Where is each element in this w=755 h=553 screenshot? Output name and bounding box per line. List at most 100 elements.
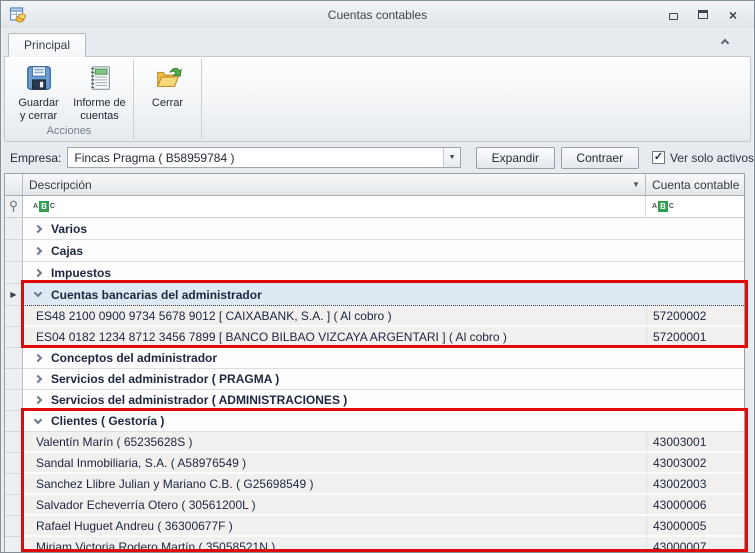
restore-icon [698, 10, 708, 19]
row-indicator [5, 327, 23, 348]
row-indicator [5, 495, 23, 516]
row-indicator [5, 453, 23, 474]
category-label: Conceptos del administrador [51, 351, 218, 365]
checkbox-label: Ver solo activos [669, 150, 754, 165]
filter-row-indicator [5, 196, 23, 217]
close-button[interactable]: × [723, 7, 743, 23]
save-icon [26, 66, 51, 90]
ribbon-group-acciones: Guardar y cerrar [5, 57, 133, 141]
account-report-button[interactable]: Informe de cuentas [69, 60, 130, 125]
table-row-category[interactable]: Cajas [5, 240, 744, 262]
row-indicator [5, 411, 23, 432]
active-only-checkbox[interactable]: ✓ Ver solo activos [651, 150, 754, 165]
row-indicator [5, 240, 23, 262]
table-row-category[interactable]: Impuestos [5, 262, 744, 284]
collapse-button[interactable]: Contraer [560, 146, 639, 169]
ribbon-separator [133, 59, 134, 139]
chevron-right-icon[interactable] [33, 246, 43, 255]
chevron-right-icon[interactable] [33, 353, 43, 363]
close-icon: × [728, 6, 738, 23]
account-number: 43000005 [646, 516, 744, 537]
account-number: 57200001 [646, 327, 744, 348]
chevron-down-icon[interactable] [33, 415, 43, 424]
chevron-down-icon[interactable] [33, 288, 43, 298]
chevron-right-icon[interactable] [33, 268, 43, 277]
row-indicator [5, 432, 23, 453]
restore-button[interactable] [693, 7, 713, 23]
table-row-account[interactable]: Salvador Echeverría Otero ( 30561200L ) … [5, 495, 744, 516]
close-window-button[interactable]: Cerrar [137, 60, 198, 125]
ribbon-panel: Guardar y cerrar [4, 56, 751, 142]
tab-principal[interactable]: Principal [8, 33, 87, 57]
ribbon-collapse-button[interactable] [719, 38, 731, 48]
header-indicator-cell [5, 174, 23, 195]
account-description: Valentín Marín ( 65235628S ) [23, 432, 646, 453]
category-label: Clientes ( Gestoría ) [51, 414, 165, 428]
account-number: 43003001 [646, 432, 744, 453]
category-label: Impuestos [51, 265, 112, 280]
row-indicator [5, 306, 23, 327]
button-label: y cerrar [19, 110, 58, 123]
row-indicator [5, 390, 23, 411]
column-label: Descripción [29, 177, 92, 192]
table-row-account[interactable]: Sandal Inmobiliaria, S.A. ( A58976549 ) … [5, 453, 744, 474]
account-number: 43000006 [646, 495, 744, 516]
category-label: Cuentas bancarias del administrador [51, 287, 262, 302]
button-label: Cerrar [151, 97, 184, 109]
account-description: Sanchez Llibre Julian y Mariano C.B. ( G… [23, 474, 646, 495]
button-label: Guardar [18, 97, 59, 109]
table-row-account[interactable]: Rafael Huguet Andreu ( 36300677F ) 43000… [5, 516, 744, 537]
open-folder-icon [156, 67, 182, 87]
table-row-category[interactable]: Clientes ( Gestoría ) [5, 411, 744, 432]
combo-dropdown-button[interactable]: ▼ [443, 148, 461, 167]
minimize-icon [668, 12, 678, 20]
company-value: Fincas Pragma ( B58959784 ) [74, 150, 235, 165]
account-description: Rafael Huguet Andreu ( 36300677F ) [23, 516, 646, 537]
table-row-account[interactable]: ES04 0182 1234 8712 3456 7899 [ BANCO BI… [5, 327, 744, 348]
table-row-account[interactable]: Miriam Victoria Rodero Martín ( 35058521… [5, 537, 744, 552]
column-header-cuenta-contable[interactable]: Cuenta contable [646, 174, 744, 195]
table-row-account[interactable]: Sanchez Llibre Julian y Mariano C.B. ( G… [5, 474, 744, 495]
company-combobox[interactable]: Fincas Pragma ( B58959784 ) ▼ [67, 147, 462, 168]
row-indicator [5, 218, 23, 240]
chevron-down-icon: ▼ [448, 154, 456, 161]
table-row-category[interactable]: Conceptos del administrador [5, 348, 744, 369]
account-description: ES04 0182 1234 8712 3456 7899 [ BANCO BI… [23, 327, 646, 348]
table-row-category-focused[interactable]: ▶ Cuentas bancarias del administrador [5, 284, 744, 306]
company-label: Empresa: [10, 150, 62, 165]
ribbon-separator [201, 59, 202, 139]
report-icon [90, 66, 110, 90]
chevron-right-icon[interactable] [33, 224, 43, 233]
table-row-category[interactable]: Servicios del administrador ( PRAGMA ) [5, 369, 744, 390]
account-description: Sandal Inmobiliaria, S.A. ( A58976549 ) [23, 453, 646, 474]
account-description: Miriam Victoria Rodero Martín ( 35058521… [23, 537, 646, 552]
table-row-category[interactable]: Servicios del administrador ( ADMINISTRA… [5, 390, 744, 411]
category-label: Servicios del administrador ( ADMINISTRA… [51, 393, 348, 407]
row-indicator [5, 516, 23, 537]
column-header-descripcion[interactable]: Descripción ▼ [23, 174, 646, 195]
chevron-right-icon[interactable] [33, 374, 43, 384]
window-title: Cuentas contables [327, 7, 428, 22]
save-and-close-button[interactable]: Guardar y cerrar [8, 60, 69, 125]
table-row-account[interactable]: ES48 2100 0900 9734 5678 9012 [ CAIXABAN… [5, 306, 744, 327]
category-label: Servicios del administrador ( PRAGMA ) [51, 372, 280, 386]
title-bar: Cuentas contables × [1, 1, 754, 28]
column-label: Cuenta contable [652, 177, 740, 192]
row-indicator [5, 262, 23, 284]
table-row-category[interactable]: Varios [5, 218, 744, 240]
table-row-account[interactable]: Valentín Marín ( 65235628S ) 43003001 [5, 432, 744, 453]
expand-button[interactable]: Expandir [476, 146, 555, 169]
minimize-button[interactable] [663, 7, 683, 23]
checkbox-icon: ✓ [651, 151, 665, 164]
filter-dropdown-icon[interactable]: ▼ [632, 180, 640, 189]
account-number: 43000007 [646, 537, 744, 552]
account-number: 43002003 [646, 474, 744, 495]
account-description: ES48 2100 0900 9734 5678 9012 [ CAIXABAN… [23, 306, 646, 327]
grid-header: Descripción ▼ Cuenta contable [5, 174, 744, 196]
chevron-right-icon[interactable] [33, 395, 43, 405]
